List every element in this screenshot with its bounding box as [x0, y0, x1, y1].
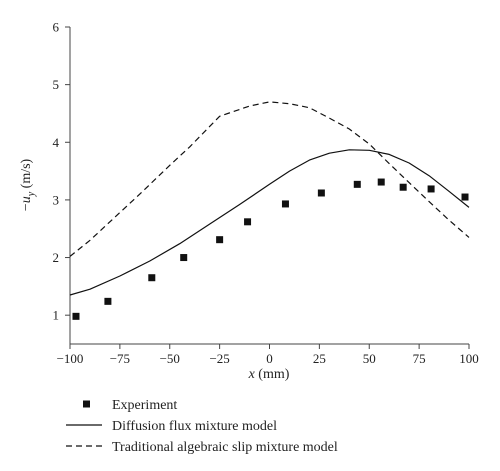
x-tick-label: 0 [266, 351, 273, 366]
experiment-point [427, 185, 435, 193]
legend: Experiment Diffusion flux mixture model Tr… [66, 398, 338, 455]
diffusion-flux-line [69, 149, 470, 296]
legend-label: Diffusion flux mixture model [112, 419, 277, 434]
x-tick-label: 50 [363, 351, 376, 366]
experiment-point [377, 178, 385, 186]
series-1 [69, 149, 470, 296]
legend-label: Traditional algebraic slip mixture model [112, 440, 338, 455]
x-tick-label: −100 [57, 351, 84, 366]
ticks: −100 −75 −50 −25 0 25 50 75 100 1 2 3 4 5 6 [53, 20, 479, 367]
y-tick-label: 3 [53, 192, 60, 207]
experiment-point [72, 312, 80, 320]
y-tick-label: 4 [53, 135, 60, 150]
y-axis-title-var: u [19, 196, 34, 203]
experiment-point [148, 274, 156, 282]
x-axis-title: x (mm) [248, 367, 290, 382]
experiment-point [104, 297, 112, 305]
x-tick-label: −75 [110, 351, 130, 366]
experiment-point [244, 218, 252, 226]
series-2 [69, 101, 470, 257]
experiment-point [399, 183, 407, 191]
experiment-point [317, 189, 325, 197]
x-tick-label: 25 [313, 351, 326, 366]
x-axis-title-var: x [248, 367, 256, 382]
x-tick-label: −50 [160, 351, 180, 366]
x-tick-label: 75 [413, 351, 426, 366]
experiment-point [461, 193, 469, 201]
algebraic-slip-line [69, 101, 470, 257]
series-0 [72, 178, 469, 320]
y-axis-title-prefix: − [19, 203, 34, 211]
series-layer [69, 101, 470, 320]
axes [69, 27, 469, 345]
y-tick-label: 2 [53, 250, 60, 265]
y-axis-title-unit: (m/s) [19, 158, 34, 191]
experiment-point [216, 236, 224, 244]
y-axis-title: −uy (m/s) [19, 158, 37, 211]
y-tick-label: 6 [53, 20, 60, 35]
experiment-point [180, 254, 188, 262]
legend-label: Experiment [112, 398, 177, 413]
y-tick-label: 5 [53, 77, 60, 92]
y-tick-label: 1 [53, 308, 60, 323]
legend-marker-square [83, 400, 90, 408]
y-axis-title-sub: y [26, 191, 37, 197]
x-tick-label: 100 [459, 351, 479, 366]
experiment-point [353, 180, 361, 188]
x-axis-title-unit: (mm) [255, 367, 290, 382]
experiment-point [281, 200, 289, 208]
x-tick-label: −25 [209, 351, 229, 366]
